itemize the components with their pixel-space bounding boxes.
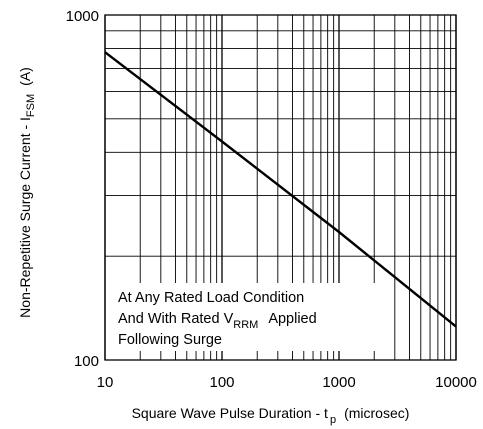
annotation-line-1: At Any Rated Load Condition (118, 290, 304, 306)
tick-labels: 10 100 1000 10000 100 1000 (66, 8, 477, 391)
y-axis-label-subscript: FSM (25, 94, 37, 117)
x-tick-label: 1000 (322, 374, 355, 391)
y-axis-label-unit: (A) (17, 67, 33, 86)
x-tick-label: 100 (209, 374, 234, 391)
annotation-line-2-end: Applied (268, 311, 316, 327)
annotation: At Any Rated Load Condition And With Rat… (112, 283, 388, 351)
annotation-background (112, 283, 388, 351)
x-tick-label: 10 (97, 374, 114, 391)
x-axis-label-subscript: p (330, 414, 336, 426)
annotation-line-2: And With Rated VRRM Applied (118, 311, 317, 331)
x-axis-label: Square Wave Pulse Duration - t p (microsec… (132, 405, 410, 426)
series-layer (104, 51, 457, 328)
annotation-line-2-subscript: RRM (233, 319, 258, 331)
y-axis-label: Non-Repetitive Surge Current - IFSM (A) (17, 67, 37, 318)
plot-frame (104, 14, 457, 361)
annotation-line-3: Following Surge (118, 332, 222, 348)
x-axis-label-main: Square Wave Pulse Duration - t (132, 405, 328, 421)
y-tick-label: 1000 (66, 8, 99, 25)
y-tick-label: 100 (74, 353, 99, 370)
y-axis-label-main: Non-Repetitive Surge Current - I (17, 117, 33, 318)
x-axis-label-unit: (microsec) (344, 405, 409, 421)
annotation-line-2-text: And With Rated V (118, 311, 234, 327)
surge-curve (104, 51, 457, 328)
x-tick-label: 10000 (435, 374, 477, 391)
